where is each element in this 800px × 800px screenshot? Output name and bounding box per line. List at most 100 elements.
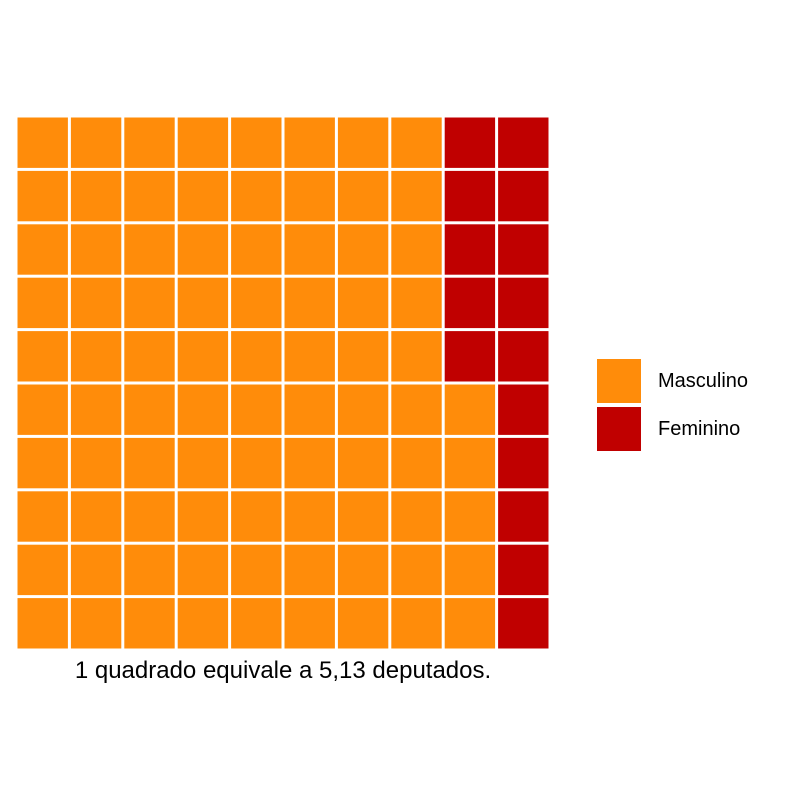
waffle-square-masculino [337, 384, 389, 435]
waffle-square-masculino [124, 384, 175, 435]
waffle-square-feminino [444, 224, 496, 275]
waffle-square-masculino [177, 491, 229, 542]
waffle-square-masculino [284, 170, 335, 222]
waffle-square-masculino [177, 224, 229, 275]
waffle-square-masculino [231, 170, 282, 222]
waffle-square-masculino [70, 331, 122, 382]
waffle-square-masculino [337, 224, 389, 275]
waffle-square-feminino [498, 224, 549, 275]
waffle-square-masculino [284, 384, 335, 435]
waffle-square-masculino [337, 437, 389, 489]
waffle-square-masculino [444, 384, 496, 435]
waffle-square-masculino [177, 384, 229, 435]
waffle-square-masculino [70, 117, 122, 168]
waffle-square-masculino [17, 170, 68, 222]
waffle-square-feminino [498, 598, 549, 649]
waffle-square-masculino [124, 277, 175, 329]
waffle-square-feminino [498, 544, 549, 596]
waffle-square-feminino [498, 117, 549, 168]
chart-caption: 1 quadrado equivale a 5,13 deputados. [74, 657, 492, 684]
waffle-square-masculino [391, 384, 442, 435]
waffle-square-masculino [444, 544, 496, 596]
waffle-square-masculino [284, 598, 335, 649]
waffle-square-masculino [70, 598, 122, 649]
waffle-square-masculino [70, 170, 122, 222]
waffle-square-feminino [498, 170, 549, 222]
waffle-square-feminino [444, 331, 496, 382]
waffle-square-masculino [177, 117, 229, 168]
legend-label-masculino: Masculino [658, 370, 749, 392]
waffle-square-feminino [444, 170, 496, 222]
waffle-square-masculino [124, 224, 175, 275]
waffle-square-feminino [444, 117, 496, 168]
waffle-square-masculino [17, 491, 68, 542]
waffle-square-masculino [391, 544, 442, 596]
legend: Masculino Feminino [597, 358, 748, 454]
waffle-square-feminino [498, 277, 549, 329]
waffle-square-masculino [284, 544, 335, 596]
waffle-square-masculino [284, 437, 335, 489]
waffle-square-masculino [177, 598, 229, 649]
waffle-square-masculino [17, 277, 68, 329]
waffle-square-masculino [124, 331, 175, 382]
waffle-square-masculino [231, 598, 282, 649]
waffle-square-masculino [70, 277, 122, 329]
waffle-square-masculino [337, 491, 389, 542]
waffle-square-masculino [444, 491, 496, 542]
waffle-square-masculino [231, 224, 282, 275]
waffle-square-masculino [391, 331, 442, 382]
waffle-square-masculino [444, 437, 496, 489]
waffle-square-masculino [17, 544, 68, 596]
waffle-square-masculino [124, 170, 175, 222]
legend-key-feminino [597, 407, 641, 451]
legend-label-feminino: Feminino [658, 418, 741, 440]
waffle-square-masculino [124, 598, 175, 649]
waffle-square-masculino [284, 224, 335, 275]
waffle-square-feminino [444, 277, 496, 329]
waffle-square-masculino [17, 437, 68, 489]
waffle-square-masculino [231, 544, 282, 596]
waffle-square-masculino [17, 598, 68, 649]
waffle-square-masculino [391, 277, 442, 329]
waffle-square-masculino [231, 491, 282, 542]
waffle-square-masculino [231, 437, 282, 489]
waffle-square-masculino [391, 117, 442, 168]
waffle-square-feminino [498, 491, 549, 542]
waffle-square-masculino [391, 437, 442, 489]
waffle-square-masculino [337, 117, 389, 168]
waffle-square-feminino [498, 384, 549, 435]
waffle-square-masculino [177, 170, 229, 222]
waffle-square-masculino [177, 331, 229, 382]
waffle-square-masculino [231, 384, 282, 435]
waffle-square-masculino [70, 491, 122, 542]
waffle-square-masculino [337, 277, 389, 329]
waffle-square-masculino [391, 224, 442, 275]
waffle-square-masculino [124, 491, 175, 542]
waffle-square-masculino [337, 598, 389, 649]
waffle-square-masculino [124, 544, 175, 596]
waffle-square-masculino [231, 117, 282, 168]
waffle-square-masculino [17, 331, 68, 382]
waffle-square-feminino [498, 437, 549, 489]
waffle-square-masculino [70, 437, 122, 489]
waffle-square-masculino [124, 437, 175, 489]
waffle-square-masculino [231, 331, 282, 382]
waffle-square-masculino [70, 544, 122, 596]
waffle-square-masculino [284, 117, 335, 168]
waffle-square-masculino [70, 384, 122, 435]
waffle-square-masculino [231, 277, 282, 329]
waffle-square-masculino [444, 598, 496, 649]
waffle-square-masculino [337, 331, 389, 382]
waffle-square-masculino [17, 384, 68, 435]
waffle-square-masculino [337, 170, 389, 222]
waffle-square-masculino [124, 117, 175, 168]
waffle-square-masculino [17, 224, 68, 275]
waffle-square-feminino [498, 331, 549, 382]
waffle-square-masculino [284, 491, 335, 542]
waffle-square-masculino [337, 544, 389, 596]
waffle-square-masculino [284, 277, 335, 329]
legend-item-feminino: Feminino [597, 406, 748, 452]
waffle-square-masculino [391, 491, 442, 542]
waffle-square-masculino [17, 117, 68, 168]
